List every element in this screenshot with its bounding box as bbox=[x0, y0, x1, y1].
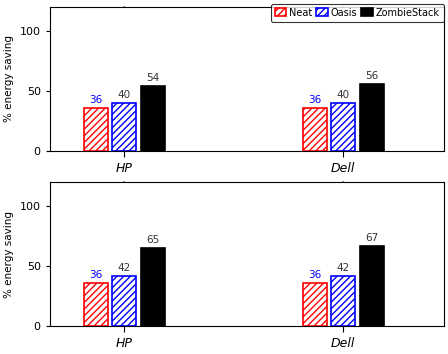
Bar bbox=[360, 84, 383, 152]
Bar bbox=[302, 108, 327, 152]
Text: 54: 54 bbox=[146, 73, 159, 83]
Text: 40: 40 bbox=[336, 90, 350, 100]
Text: 67: 67 bbox=[365, 233, 378, 242]
Bar bbox=[360, 246, 383, 326]
Bar bbox=[112, 103, 136, 152]
Bar bbox=[112, 103, 136, 152]
Bar bbox=[302, 283, 327, 326]
Text: 56: 56 bbox=[365, 71, 378, 81]
Text: 42: 42 bbox=[117, 263, 131, 273]
Y-axis label: % energy saving: % energy saving bbox=[4, 35, 14, 122]
Text: 36: 36 bbox=[308, 270, 321, 280]
Bar bbox=[84, 283, 108, 326]
Text: 36: 36 bbox=[89, 270, 102, 280]
Text: 36: 36 bbox=[308, 95, 321, 105]
Text: 36: 36 bbox=[89, 95, 102, 105]
Bar bbox=[302, 108, 327, 152]
Bar bbox=[302, 283, 327, 326]
Bar bbox=[331, 103, 355, 152]
Text: 65: 65 bbox=[146, 235, 159, 245]
Y-axis label: % energy saving: % energy saving bbox=[4, 211, 14, 298]
Bar bbox=[141, 248, 165, 326]
Bar bbox=[84, 108, 108, 152]
Bar bbox=[112, 276, 136, 326]
Bar bbox=[331, 276, 355, 326]
Bar bbox=[331, 103, 355, 152]
Bar bbox=[84, 283, 108, 326]
Text: 42: 42 bbox=[336, 263, 350, 273]
Legend: Neat, Oasis, ZombieStack: Neat, Oasis, ZombieStack bbox=[271, 4, 444, 22]
Bar bbox=[331, 276, 355, 326]
Bar bbox=[112, 276, 136, 326]
Text: 40: 40 bbox=[118, 90, 131, 100]
Bar bbox=[84, 108, 108, 152]
Bar bbox=[141, 86, 165, 152]
